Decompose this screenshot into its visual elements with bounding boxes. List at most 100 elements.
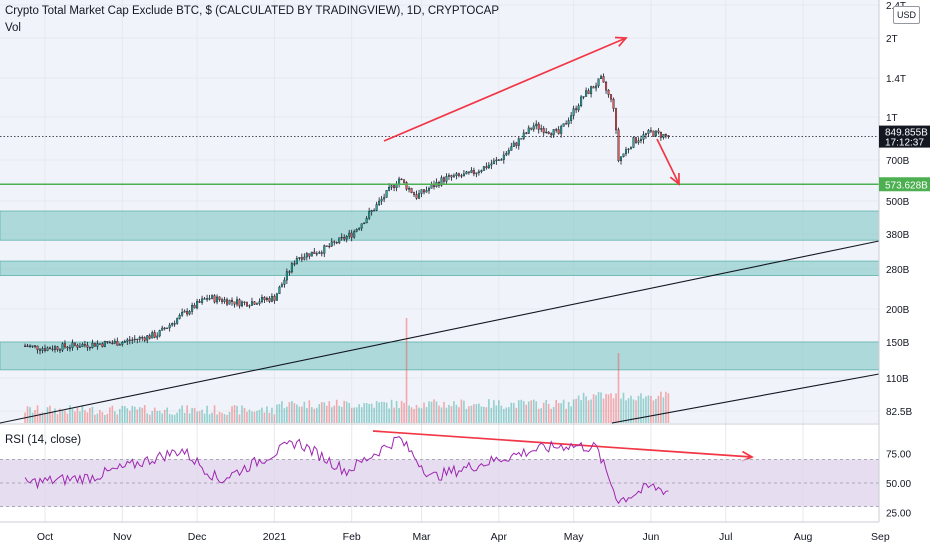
volume-bar	[54, 408, 56, 423]
volume-bar	[123, 406, 126, 423]
volume-bar	[632, 399, 635, 423]
candle-body	[58, 349, 61, 351]
candle-body	[128, 339, 131, 341]
candle-body	[108, 342, 111, 344]
volume-bar	[216, 414, 218, 423]
volume-bar	[131, 405, 134, 423]
volume-bar	[625, 400, 627, 423]
candle-body	[328, 245, 331, 248]
candle-body	[295, 258, 298, 265]
volume-bar	[438, 405, 440, 423]
candle-body	[555, 129, 558, 131]
candle-body	[78, 346, 81, 348]
volume-bar	[333, 405, 336, 423]
trend-arrow-up-head	[614, 36, 628, 47]
candle-body	[532, 125, 535, 130]
volume-bar	[256, 410, 258, 423]
candle-body	[183, 310, 186, 313]
candle-body	[34, 345, 37, 347]
candle-body	[644, 133, 647, 135]
currency-button[interactable]: USD	[893, 6, 920, 24]
volume-bar	[153, 407, 156, 423]
candle-body	[41, 348, 44, 351]
volume-bar	[430, 401, 433, 423]
candle-body	[218, 296, 221, 300]
candle-body	[93, 342, 96, 347]
candle-body	[667, 135, 670, 137]
candle-body	[490, 163, 493, 166]
candle-body	[405, 182, 408, 190]
volume-bar	[34, 410, 36, 423]
volume-bar	[114, 411, 116, 423]
volume-bar	[325, 405, 328, 423]
candle-body	[136, 338, 139, 341]
volume-bar	[51, 412, 54, 423]
volume-bar	[355, 407, 358, 423]
volume-bar	[293, 403, 296, 423]
volume-bar	[575, 398, 577, 423]
candle-body	[537, 123, 540, 130]
volume-bar	[393, 407, 395, 423]
volume-bar	[183, 412, 186, 423]
candle-body	[91, 342, 94, 348]
volume-bar	[291, 401, 293, 423]
volume-bar	[602, 398, 605, 423]
volume-bar	[308, 400, 311, 423]
candle-body	[46, 347, 49, 351]
candle-body	[565, 123, 568, 125]
candle-body	[161, 327, 164, 331]
candle-body	[517, 138, 520, 146]
candle-body	[605, 81, 608, 91]
price-tick-label: 280B	[886, 265, 910, 276]
volume-bar	[64, 410, 66, 423]
candle-body	[582, 96, 585, 98]
candle-body	[206, 298, 209, 300]
candle-body	[662, 134, 665, 138]
volume-bar	[662, 397, 665, 423]
candle-body	[315, 253, 318, 255]
candle-body	[191, 304, 194, 312]
volume-bar	[330, 407, 333, 423]
candle-body	[380, 198, 383, 202]
volume-bar	[650, 395, 652, 423]
candle-body	[370, 210, 373, 212]
candle-body	[303, 256, 306, 260]
volume-bar	[104, 414, 106, 423]
volume-bar	[49, 405, 51, 423]
candle-body	[480, 170, 483, 172]
drawings	[0, 36, 880, 462]
volume-bar	[365, 402, 368, 423]
volume-bar	[345, 401, 348, 423]
volume-bar	[410, 407, 413, 423]
candle-body	[415, 194, 418, 199]
volume-bar	[577, 395, 580, 423]
volume-bar	[263, 412, 266, 423]
candle-body	[562, 123, 565, 127]
candle-body	[68, 347, 71, 349]
volume-bar	[99, 410, 101, 423]
price-tick-label: 200B	[886, 305, 910, 316]
volume-bar	[590, 399, 592, 423]
candle-body	[231, 299, 234, 303]
trend-arrow-down	[656, 138, 680, 185]
candle-body	[664, 134, 667, 136]
time-tick-label: Mar	[412, 531, 431, 543]
volume-bar	[512, 402, 515, 423]
volume-bar	[420, 408, 423, 423]
candle-body	[270, 295, 273, 302]
volume-bar	[188, 413, 191, 423]
volume-bar	[363, 403, 365, 423]
price-tick-label: 2T	[886, 34, 898, 45]
candle-body	[353, 231, 356, 238]
candle-body	[487, 164, 490, 169]
volume-bar	[373, 407, 375, 423]
volume-bar	[587, 400, 590, 423]
candle-body	[171, 323, 174, 326]
volume-bar	[455, 404, 458, 423]
candle-body	[61, 343, 64, 351]
volume-bar	[570, 406, 572, 423]
price-tick-label: 1T	[886, 113, 898, 124]
candle-body	[133, 338, 136, 341]
candle-body	[420, 189, 423, 194]
